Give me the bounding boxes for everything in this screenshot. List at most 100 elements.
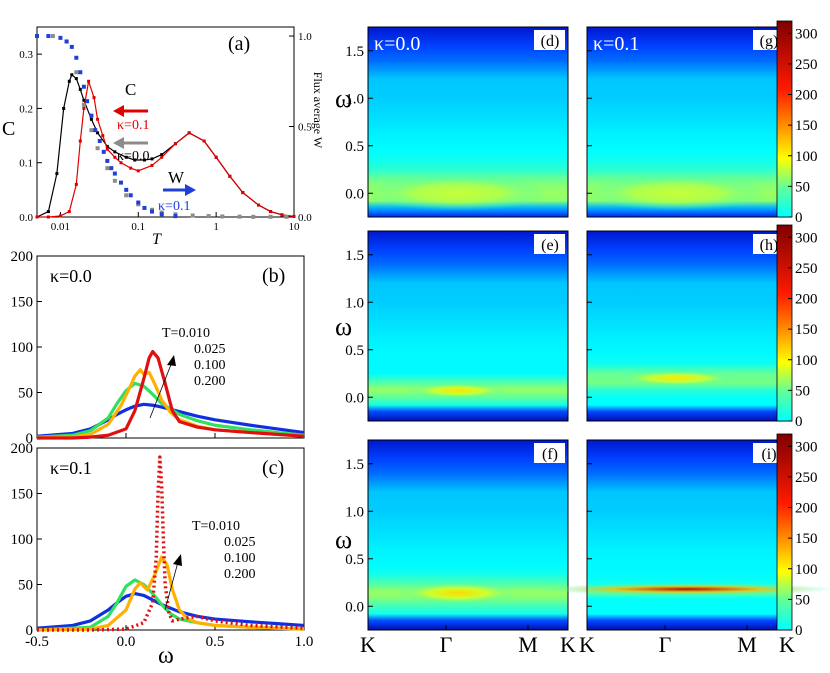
panel-a-series-w-0-1-marker xyxy=(128,193,133,198)
panel-b-y-tick-label: 200 xyxy=(11,249,34,265)
panel-b-label: (b) xyxy=(262,265,285,287)
panel-c-series-t-0-010 xyxy=(37,455,305,632)
panel-a-series-c-0-1-marker xyxy=(269,210,273,214)
panel-a-x-label: T xyxy=(152,231,162,248)
panel-a-series-c-0-1-marker xyxy=(173,142,177,146)
panel-a-series-c-0-0-line xyxy=(36,73,295,218)
panel-a-series-c-0-1-marker xyxy=(280,213,284,217)
heatmap-y-tick-label: 0.0 xyxy=(345,599,364,615)
panel-a-series-c-0-0-marker xyxy=(105,144,109,148)
panel-a-series-c-0-1-line xyxy=(37,81,295,218)
heatmap-x-tick-label: K xyxy=(579,632,595,657)
heatmap-g-peak xyxy=(587,175,767,212)
panel-a-x-tick-label: 0.1 xyxy=(131,221,145,233)
colorbar-1 xyxy=(776,20,793,218)
colorbar-tick-label: 150 xyxy=(795,531,818,547)
heatmap-y-tick-label: 0.0 xyxy=(345,186,364,202)
panel-a-x-tick-label: 10 xyxy=(289,221,301,233)
panel-c-y-tick-label: 100 xyxy=(11,532,34,548)
heatmap-d-peak xyxy=(368,175,548,212)
panel-a-series-w-0-1-marker xyxy=(173,214,178,219)
panel-a-right-y-ticks: 0.0 0.5 1.0 xyxy=(289,31,312,224)
panel-a-y-label: C xyxy=(2,118,15,140)
panel-a-series-w-0-1-marker xyxy=(112,171,117,176)
panel-c-series-t-0-025 xyxy=(36,555,305,632)
panel-a-series-c-0-1-marker xyxy=(129,166,133,170)
panel-c-legend-pointer xyxy=(164,561,179,611)
panel-c-x-label: ω xyxy=(158,643,174,669)
panel-a-series-c-0-1-marker xyxy=(35,215,39,219)
panel-c-series xyxy=(36,455,305,632)
colorbar-tick-label: 300 xyxy=(795,230,818,246)
panel-a-series-w-0-0-marker xyxy=(74,70,79,75)
panel-a-series xyxy=(35,34,296,219)
heatmap-e-frame xyxy=(367,230,569,422)
heatmap-f-label: (f) xyxy=(542,446,558,463)
heatmap-e-label-box xyxy=(534,234,565,254)
colorbar-tick-label: 0 xyxy=(795,623,803,639)
panel-a-series-c-0-0-marker xyxy=(67,79,71,83)
panel-a-series-c-0-1-marker xyxy=(87,79,91,83)
panel-a-series-w-0-1-marker xyxy=(81,84,86,89)
heatmap-y-tick-label: 0.5 xyxy=(345,139,364,155)
panel-c-y-tick-label: 50 xyxy=(18,578,33,594)
heatmap-x-tick-label: K xyxy=(779,632,795,657)
heatmap-x-tick-label: K xyxy=(560,632,576,657)
panel-a-series-c-0-0-marker xyxy=(133,158,137,162)
panel-a-series-w-0-1-marker xyxy=(78,70,83,75)
panel-b-legend-pointer-head xyxy=(167,355,176,366)
heatmap-y-label-middle: ω xyxy=(335,312,352,341)
panel-c-x-tick-label: 1.0 xyxy=(295,634,314,650)
panel-a-series-w-0-1-marker xyxy=(64,39,69,44)
panel-a-series-c-0-0-marker xyxy=(160,153,164,157)
panel-b-y-tick-label: 50 xyxy=(18,386,33,402)
heatmap-h-background xyxy=(587,231,787,421)
panel-a-series-w-0-1-marker xyxy=(97,139,102,143)
heatmap-y-tick-label: 1.5 xyxy=(345,457,364,473)
annotation-w-kappa01: κ=0.1 xyxy=(158,199,190,214)
panel-a-series-w-0-0-marker xyxy=(190,213,195,218)
panel-a-series-c-0-0-marker xyxy=(74,77,78,81)
panel-b-y-tick-label: 0 xyxy=(26,431,34,447)
heatmap-y-label-top: ω xyxy=(335,84,352,113)
panel-a-x-tick-label: 0.01 xyxy=(51,221,70,233)
heatmap-d-label-box xyxy=(534,30,565,50)
panel-a-series-w-0-0-marker xyxy=(89,128,94,133)
heatmap-y-tick-label: 0.0 xyxy=(345,390,364,406)
colorbar-tick-label: 200 xyxy=(795,88,818,104)
arrow-c-kappa00-head xyxy=(113,137,124,149)
heatmap-e-label: (e) xyxy=(541,237,559,254)
panel-a-left-tick-label: 0.0 xyxy=(19,212,33,224)
panel-a-series-c-0-1-marker xyxy=(257,203,261,207)
panel-a-left-tick-label: 0.2 xyxy=(19,103,33,115)
panel-a-series-c-0-1-marker xyxy=(136,169,140,173)
panel-b-legend-t1: T=0.010 xyxy=(162,326,210,341)
heatmap-y-tick-label: 1.5 xyxy=(345,44,364,60)
colorbar-tick-label: 150 xyxy=(795,118,818,134)
panel-a-series-w-0-0-marker xyxy=(220,214,225,219)
heatmap-f-frame xyxy=(367,439,569,631)
panel-a-series-c-0-0-marker xyxy=(113,150,117,154)
colorbar-tick-label: 50 xyxy=(795,592,810,608)
colorbar-3 xyxy=(776,433,793,631)
colorbar-tick-label: 250 xyxy=(795,261,818,277)
panel-b-y-ticks: 0 50 100 150 200 xyxy=(11,249,42,447)
heatmap-x-tick-label: M xyxy=(737,632,757,657)
panel-c-legend-t3: 0.100 xyxy=(224,551,256,566)
annotation-c-kappa00: κ=0.0 xyxy=(117,149,149,164)
arrow-w-kappa01-head xyxy=(185,184,196,196)
panel-a-x-ticks: 0.01 0.1 1 10 xyxy=(51,212,300,233)
colorbar-2 xyxy=(776,224,793,422)
panel-a-left-y-ticks: 0.0 0.1 0.2 0.3 xyxy=(19,49,42,224)
heatmap-i-background xyxy=(587,440,787,630)
panel-c-y-tick-label: 150 xyxy=(11,487,34,503)
heatmap-x-tick-label: M xyxy=(518,632,538,657)
colorbar-tick-label: 300 xyxy=(795,439,818,455)
panel-a-series-w-0-0-marker xyxy=(237,214,242,219)
heatmap-g-label: (g) xyxy=(760,33,779,50)
panel-a-series-w-0-1-marker xyxy=(35,34,39,39)
annotation-w: W xyxy=(168,168,185,187)
panel-a-series-w-0-0-marker xyxy=(251,214,256,219)
panel-c-series-t-0-200 xyxy=(36,591,305,630)
colorbar-tick-label: 100 xyxy=(795,149,818,165)
